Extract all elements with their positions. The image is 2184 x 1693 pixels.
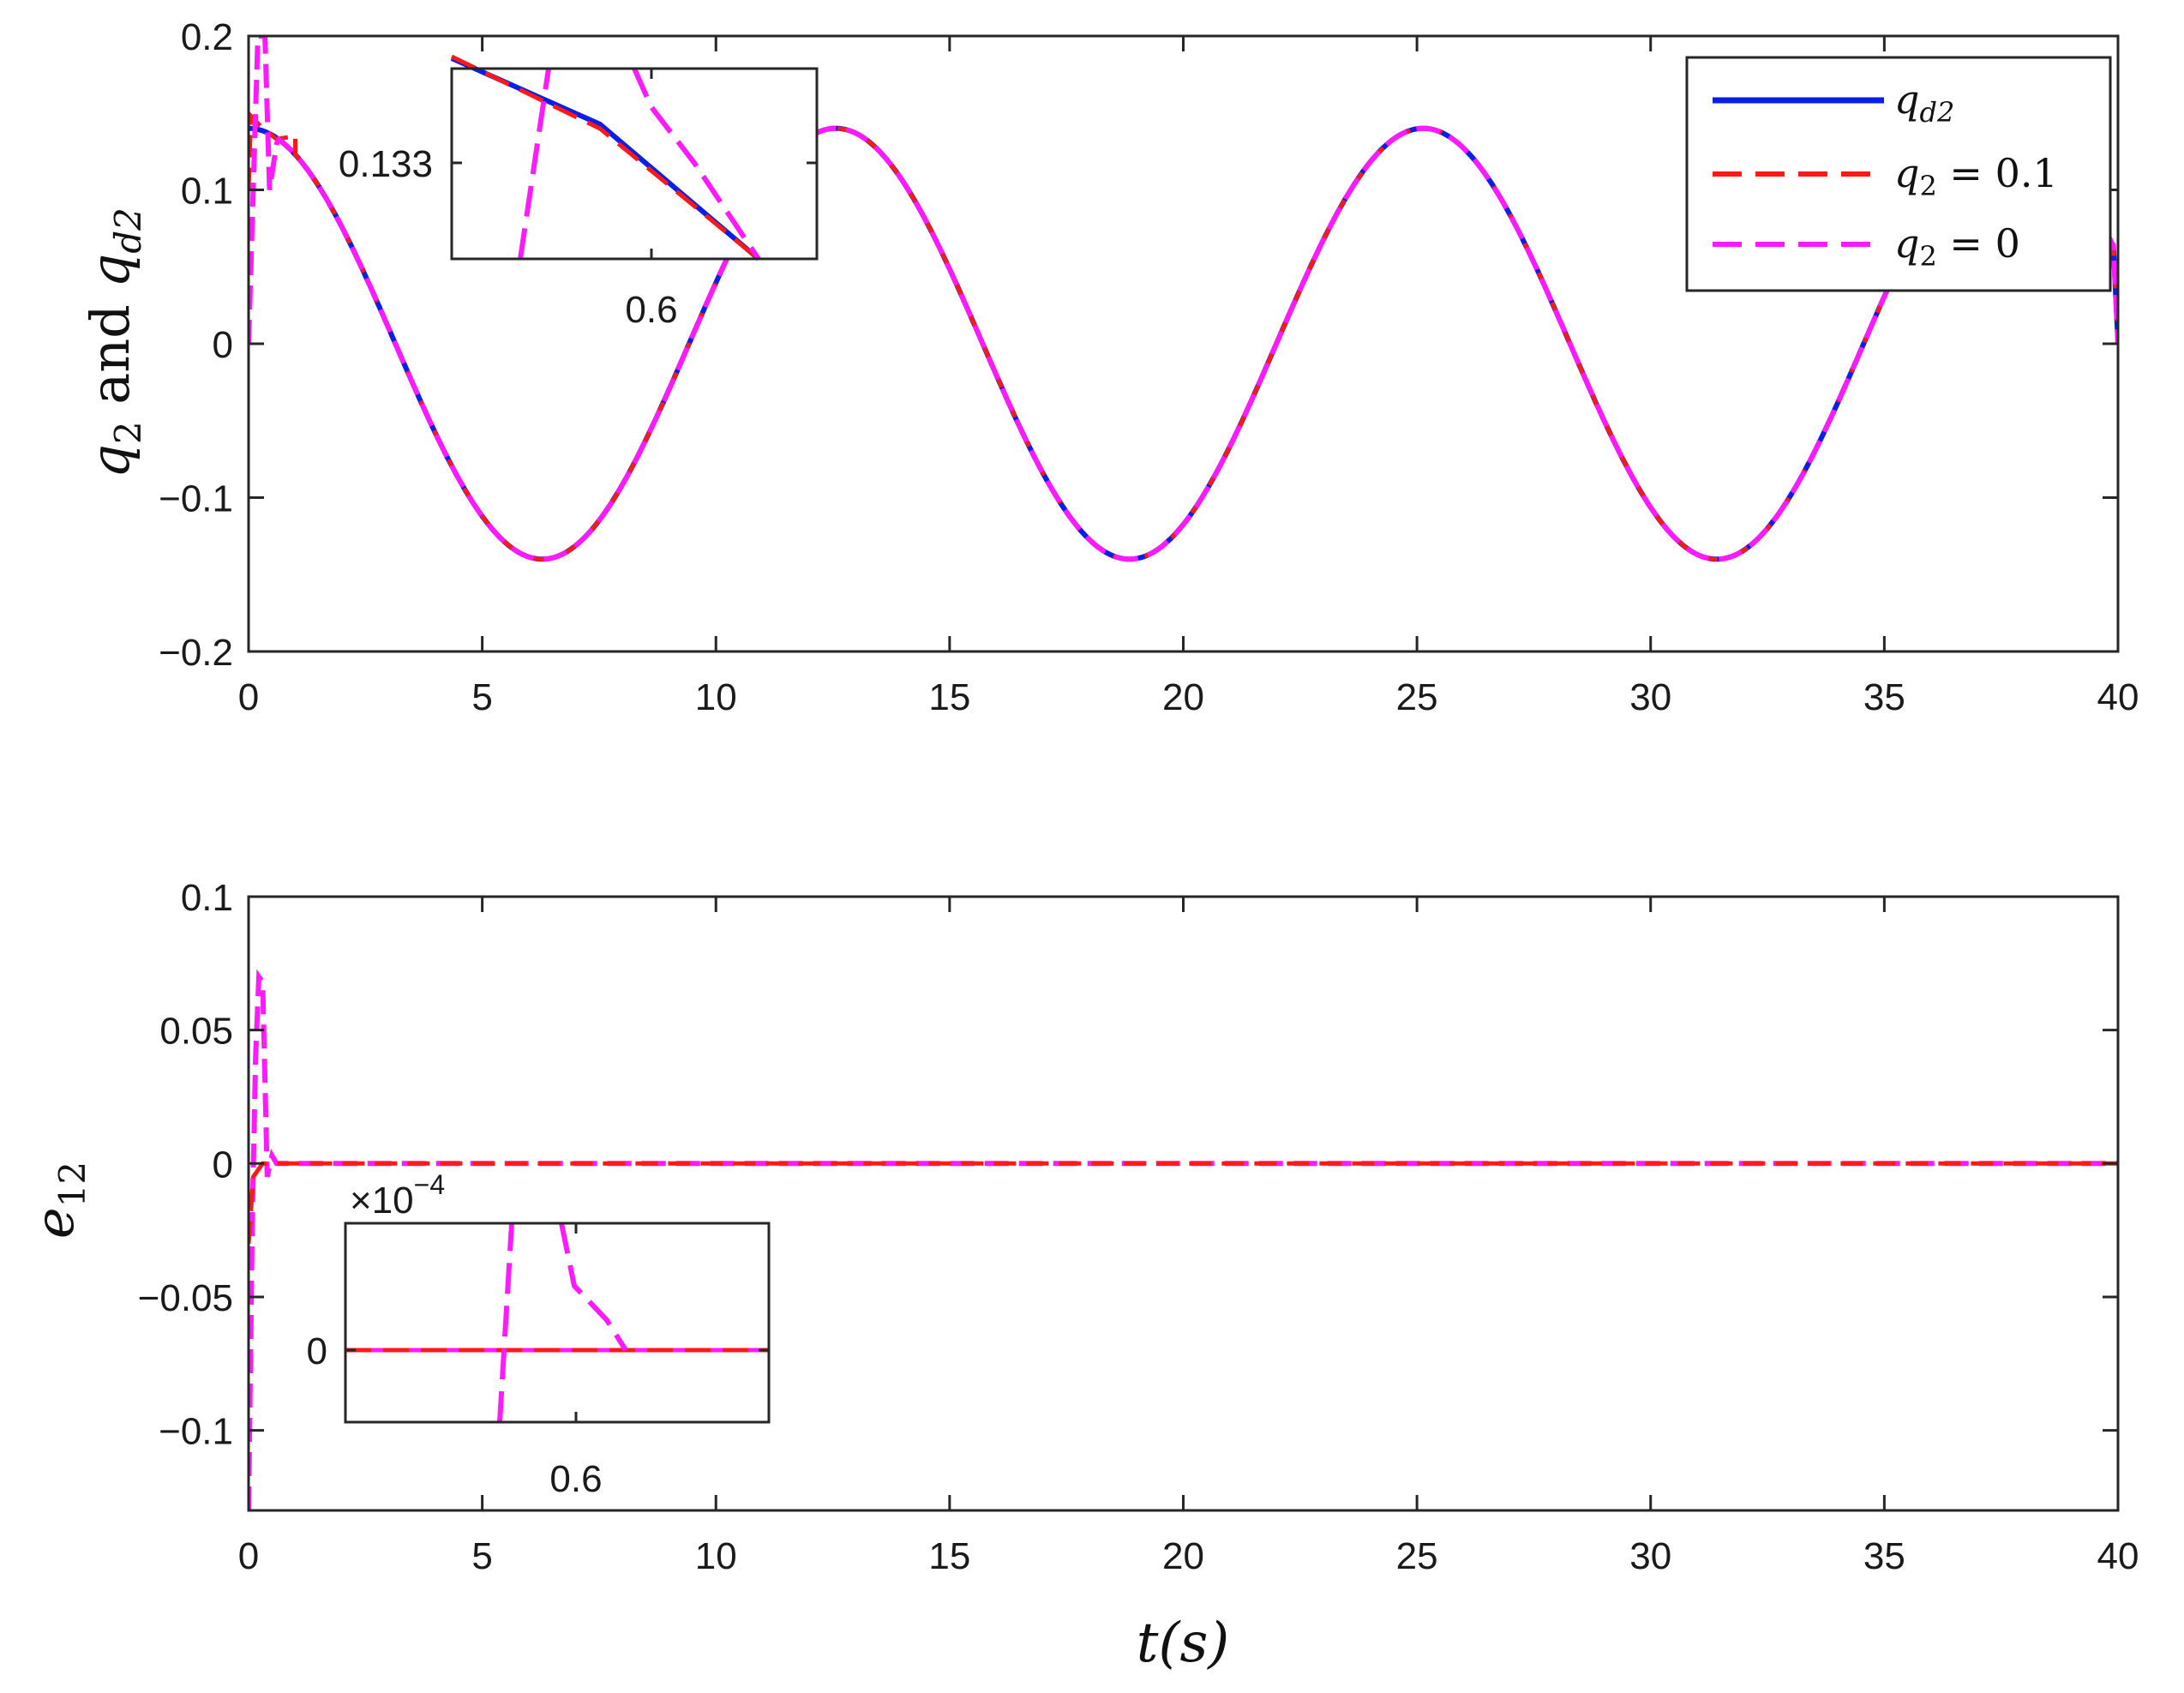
top-xtick-label: 15 bbox=[928, 676, 970, 718]
bottom-xtick-label: 0 bbox=[238, 1535, 259, 1577]
top-ylabel-q-sub: 2 bbox=[107, 421, 149, 444]
top-xtick-label: 35 bbox=[1863, 676, 1905, 718]
bottom-ytick-label: 0.05 bbox=[159, 1011, 233, 1053]
bottom-ylabel: e12 bbox=[23, 1162, 93, 1239]
bottom-inset-ytick-label: 0 bbox=[307, 1330, 327, 1372]
legend-entry-q2-0.1: q2 = 0.1 bbox=[1713, 150, 2058, 202]
bottom-inset-q2-0-rise bbox=[497, 1222, 514, 1423]
bottom-inset-multiplier: ×10 bbox=[350, 1180, 414, 1222]
top-inset-q2-0-decay bbox=[632, 67, 761, 261]
top-inset-xtick-label: 0.6 bbox=[625, 289, 677, 331]
bottom-plot: 0 5 10 15 20 25 30 35 40 −0.1 −0.05 0 0.05 0.1 e12 t(… bbox=[23, 877, 2139, 1675]
bottom-inset-xtick-label: 0.6 bbox=[549, 1458, 602, 1500]
bottom-ytick-label: −0.05 bbox=[138, 1277, 233, 1319]
bottom-xlabel: t(s) bbox=[1137, 1612, 1230, 1675]
top-inset-background bbox=[452, 69, 817, 259]
bottom-xtick-label: 15 bbox=[928, 1535, 970, 1577]
bottom-inset-background bbox=[345, 1223, 769, 1422]
series-q2-0 bbox=[249, 36, 2118, 562]
legend-label-qd2-sub: d2 bbox=[1919, 96, 1954, 129]
legend-entry-qd2: qd2 bbox=[1713, 76, 1954, 129]
bottom-inset-q2-0-decay bbox=[559, 1222, 628, 1352]
legend-label-q2-0-sub: 2 bbox=[1919, 240, 1936, 273]
bottom-ylabel-e-sub: 12 bbox=[51, 1162, 93, 1207]
top-series-layer bbox=[249, 36, 2118, 562]
top-ylabel: q2 and qd2 bbox=[79, 207, 149, 478]
top-inset-q2-0.1-line bbox=[450, 54, 760, 261]
bottom-xtick-label: 10 bbox=[695, 1535, 737, 1577]
bottom-ytick-label: −0.1 bbox=[159, 1411, 233, 1453]
top-xtick-label: 20 bbox=[1162, 676, 1204, 718]
bottom-ytick-label: 0 bbox=[213, 1144, 233, 1186]
legend-label-q2-0.1-rest: = 0.1 bbox=[1937, 150, 2058, 196]
top-ylabel-and: and bbox=[79, 287, 141, 421]
bottom-inset: 0.6 0 ×10−4 bbox=[307, 1169, 771, 1500]
bottom-inset-multiplier-exp: −4 bbox=[414, 1169, 445, 1200]
top-plot: 0 5 10 15 20 25 30 35 40−0.2−0.100.10.2 q2 and q… bbox=[79, 16, 2139, 718]
top-inset-q2-0-rise bbox=[518, 68, 551, 260]
bottom-tick-layer: 0 5 10 15 20 25 30 35 40 −0.1 −0.05 0 0.05 0.1 bbox=[138, 877, 2139, 1577]
svg-text:qd2: qd2 bbox=[1894, 76, 1954, 129]
bottom-xtick-label: 35 bbox=[1863, 1535, 1905, 1577]
top-tick-layer: 0 5 10 15 20 25 30 35 40 −0.2 −0.1 0 0.1 0.2 bbox=[159, 16, 2139, 718]
top-xtick-label: 10 bbox=[695, 676, 737, 718]
top-ytick-label: 0.2 bbox=[181, 16, 233, 58]
legend-label-qd2: q bbox=[1894, 76, 1919, 123]
top-xtick-label: 0 bbox=[238, 676, 259, 718]
top-inset-ytick-label: 0.133 bbox=[339, 143, 433, 185]
top-xtick-label: 30 bbox=[1629, 676, 1671, 718]
top-ylabel-qd-sub: d2 bbox=[107, 207, 149, 254]
legend-label-q2-0.1: q bbox=[1894, 150, 1919, 196]
top-xtick-label: 25 bbox=[1396, 676, 1438, 718]
legend-label-q2-0-rest: = 0 bbox=[1937, 220, 2020, 267]
bottom-xtick-label: 5 bbox=[471, 1535, 492, 1577]
bottom-xtick-label: 20 bbox=[1162, 1535, 1204, 1577]
top-ytick-label: 0 bbox=[213, 324, 233, 366]
top-ytick-label: −0.2 bbox=[159, 632, 233, 674]
svg-text:q2 = 0: q2 = 0 bbox=[1894, 220, 2020, 273]
top-ytick-label: −0.1 bbox=[159, 478, 233, 520]
bottom-xtick-label: 25 bbox=[1396, 1535, 1438, 1577]
legend-label-q2-0.1-sub: 2 bbox=[1919, 170, 1936, 202]
top-ytick-label: 0.1 bbox=[181, 171, 233, 213]
svg-text:×10−4: ×10−4 bbox=[350, 1169, 445, 1222]
top-xtick-label: 40 bbox=[2097, 676, 2139, 718]
legend-label-q2-0: q bbox=[1894, 220, 1919, 267]
bottom-inset-box bbox=[344, 1222, 771, 1424]
svg-text:q2 = 0.1: q2 = 0.1 bbox=[1894, 150, 2058, 202]
legend-entry-q2-0: q2 = 0 bbox=[1713, 220, 2020, 273]
top-inset: 0.6 0.133 bbox=[339, 54, 819, 331]
series-e12-q2-0.1 bbox=[249, 1161, 2118, 1244]
legend: qd2 q2 = 0.1 q2 = 0 bbox=[1685, 56, 2112, 292]
svg-text:e12: e12 bbox=[23, 1162, 93, 1239]
top-series-clip-group bbox=[249, 36, 2118, 562]
bottom-xtick-label: 30 bbox=[1629, 1535, 1671, 1577]
bottom-ytick-label: 0.1 bbox=[181, 877, 233, 919]
svg-text:q2 and qd2: q2 and qd2 bbox=[79, 207, 149, 478]
top-xtick-label: 5 bbox=[471, 676, 492, 718]
bottom-xtick-label: 40 bbox=[2097, 1535, 2139, 1577]
top-ylabel-qd: q bbox=[79, 254, 141, 288]
bottom-ylabel-e: e bbox=[23, 1207, 86, 1239]
top-ylabel-q: q bbox=[79, 444, 141, 478]
